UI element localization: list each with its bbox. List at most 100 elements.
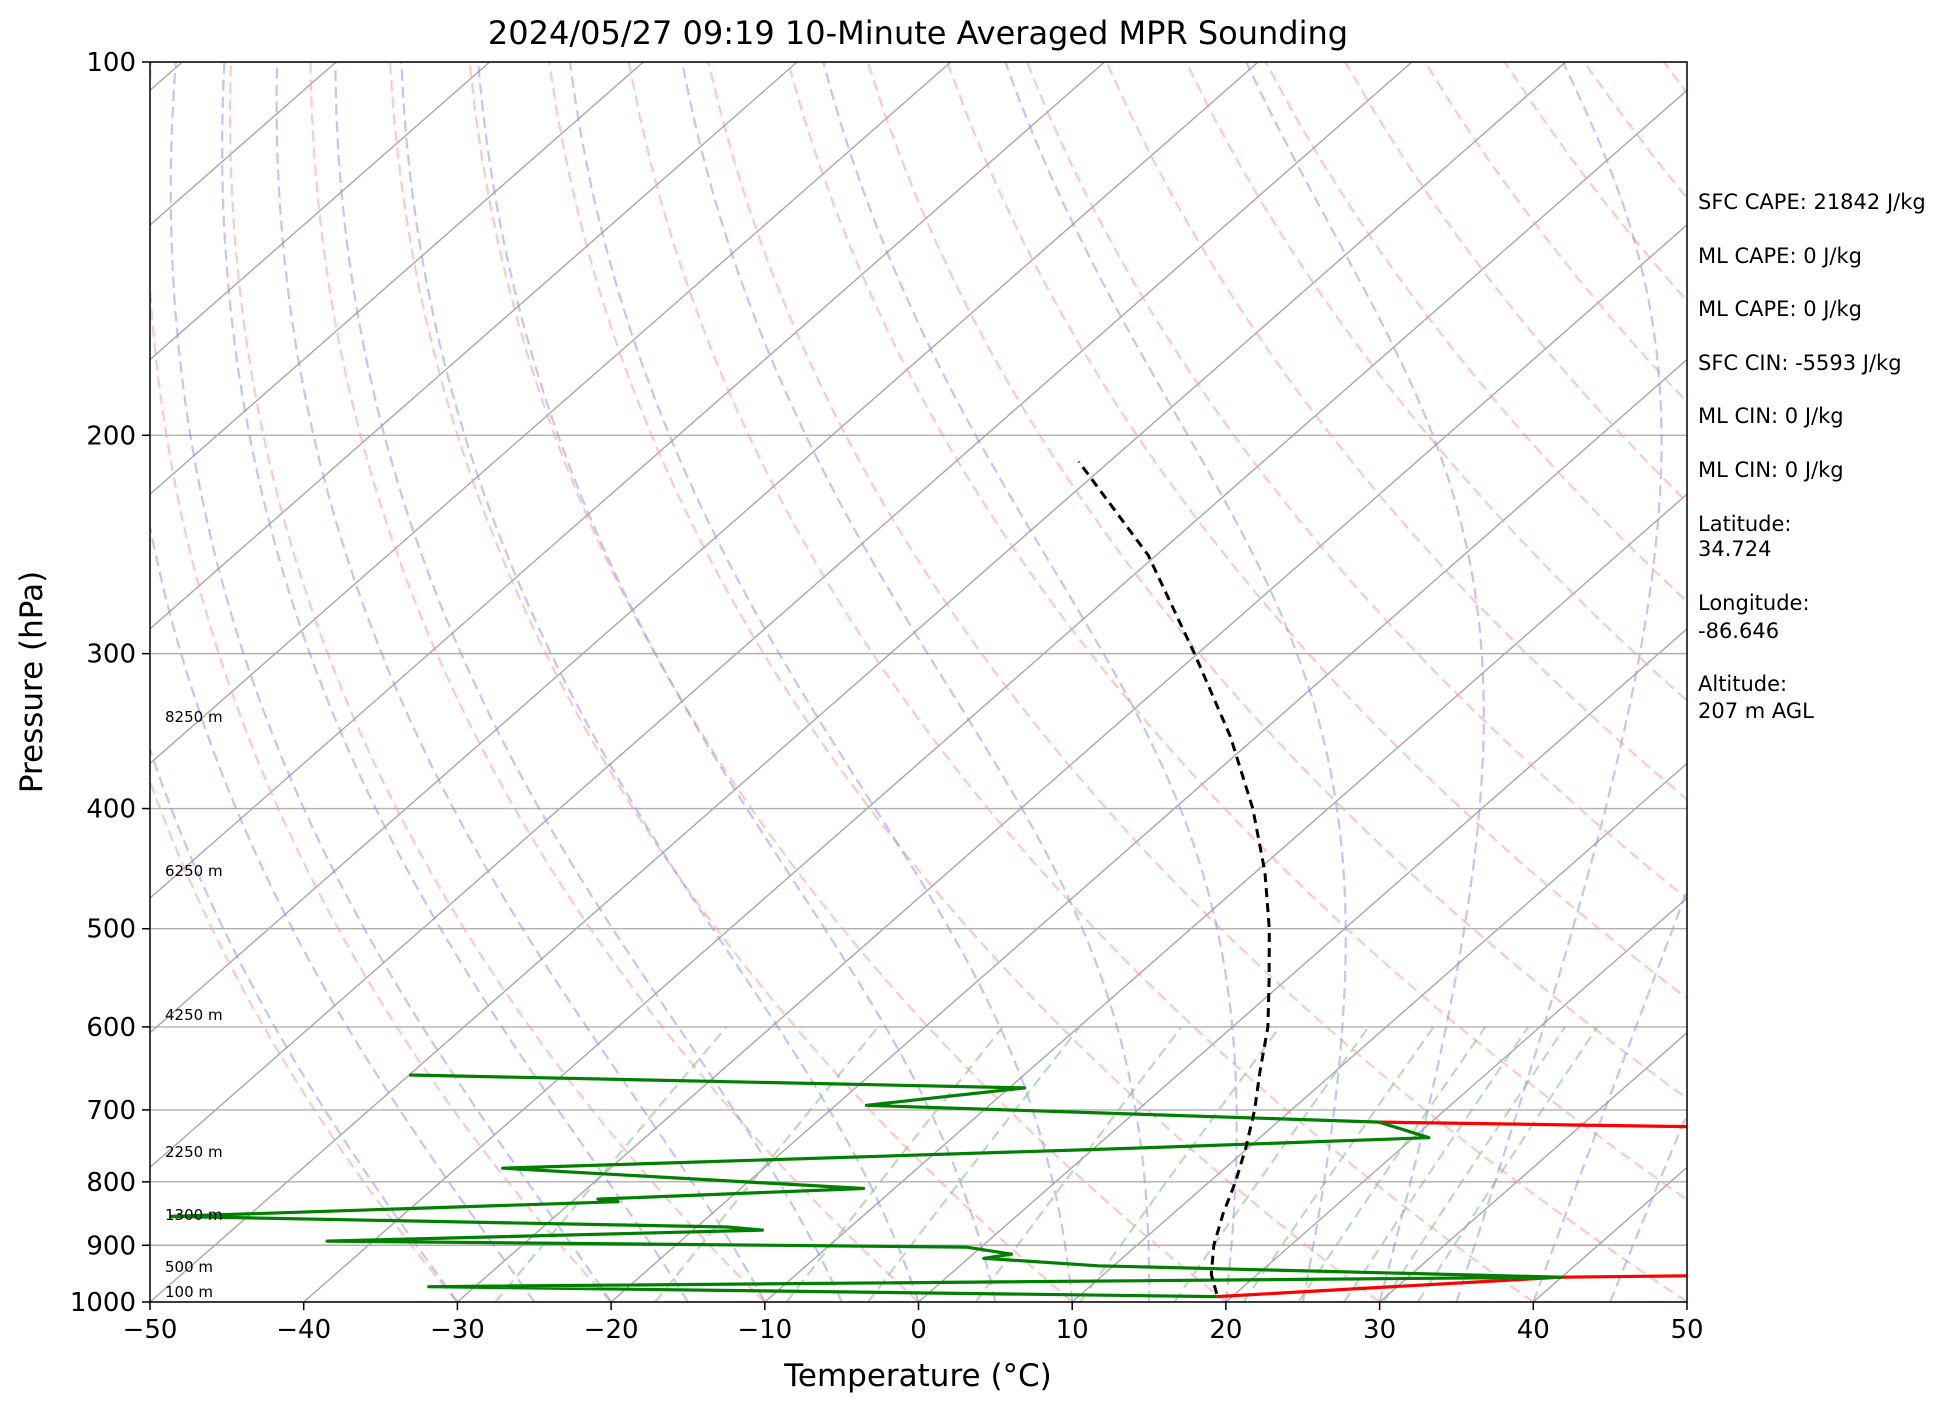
y-tick-label: 800: [86, 1168, 136, 1198]
x-tick-label: −40: [276, 1315, 331, 1345]
y-tick-label: 500: [86, 915, 136, 945]
isotherm-line: [150, 62, 1567, 1302]
info-line: SFC CAPE: 21842 J/kg: [1698, 190, 1926, 214]
moist-adiabat: [150, 521, 536, 1302]
y-axis-title: Pressure (hPa): [14, 571, 50, 793]
info-line: ML CAPE: 0 J/kg: [1698, 244, 1862, 268]
moist-adiabat: [169, 62, 613, 1302]
info-line: ML CAPE: 0 J/kg: [1698, 297, 1862, 321]
dry-adiabat: [309, 62, 920, 1302]
info-line: -86.646: [1698, 619, 1779, 643]
moist-adiabat: [1455, 62, 1663, 1302]
isotherm-line: [150, 62, 1259, 1034]
y-tick-label: 700: [86, 1096, 136, 1126]
x-tick-label: −20: [584, 1315, 639, 1345]
info-line: Altitude:: [1698, 672, 1787, 696]
mixing-ratio-line: [785, 1026, 1004, 1302]
moist-adiabat: [681, 62, 1151, 1302]
x-tick-label: 50: [1670, 1315, 1703, 1345]
isotherm-line: [764, 493, 1687, 1302]
grid-layer: [150, 62, 1687, 1302]
info-line: ML CIN: 0 J/kg: [1698, 404, 1844, 428]
isotherm-line: [1225, 897, 1687, 1302]
x-tick-label: 30: [1363, 1315, 1396, 1345]
x-tick-label: 20: [1209, 1315, 1242, 1345]
sounding-series-1: [1378, 1120, 1687, 1129]
info-line: Latitude:: [1698, 512, 1792, 536]
sounding-series-2: [169, 1073, 1564, 1299]
height-label: 4250 m: [165, 1006, 223, 1024]
height-label: 1300 m: [165, 1206, 223, 1224]
sounding-series-3: [1077, 460, 1271, 1295]
mixing-ratio-line: [1382, 1026, 1567, 1302]
isotherm-line: [150, 62, 952, 765]
dry-adiabat: [388, 62, 1073, 1302]
dry-adiabat: [1025, 62, 1687, 900]
info-line: 207 m AGL: [1698, 699, 1814, 723]
height-label: 2250 m: [165, 1143, 223, 1161]
isotherm-line: [1379, 1031, 1687, 1302]
isotherm-line: [1071, 762, 1687, 1302]
dry-adiabat: [707, 62, 1687, 1302]
moist-adiabat: [568, 62, 1074, 1302]
dry-adiabat: [946, 62, 1687, 1000]
height-label: 500 m: [165, 1258, 213, 1276]
x-tick-label: −50: [123, 1315, 178, 1345]
x-tick-label: 0: [910, 1315, 927, 1345]
dry-adiabat: [228, 62, 766, 1302]
height-label: 100 m: [165, 1283, 213, 1301]
moist-adiabat: [1532, 887, 1687, 1302]
series-layer: [169, 460, 1687, 1299]
isotherm-line: [150, 62, 491, 361]
mixing-ratio-line: [1416, 1026, 1599, 1302]
info-line: ML CIN: 0 J/kg: [1698, 458, 1844, 482]
chart-title: 2024/05/27 09:19 10-Minute Averaged MPR …: [488, 14, 1348, 52]
y-tick-label: 1000: [70, 1288, 136, 1318]
mixing-ratio-line: [1173, 1026, 1370, 1302]
isotherm-line: [303, 89, 1687, 1302]
isotherm-line: [150, 62, 1413, 1169]
isotherm-line: [610, 358, 1687, 1302]
mixing-ratio-line: [494, 1026, 728, 1302]
moist-adiabat: [400, 62, 920, 1302]
moist-adiabat: [477, 62, 997, 1302]
info-line: 34.724: [1698, 537, 1771, 561]
x-tick-label: −30: [430, 1315, 485, 1345]
dry-adiabat: [627, 62, 1534, 1302]
mixing-ratio-line: [1242, 1026, 1435, 1302]
x-tick-layer: −50 −40 −30 −20 −10 0 10 20 30 40 50: [123, 1302, 1704, 1345]
y-tick-label: 600: [86, 1013, 136, 1043]
isotherm-line: [150, 62, 798, 630]
mixing-ratio-line: [1297, 1026, 1487, 1302]
isotherm-line: [150, 62, 644, 496]
moist-adiabat: [1004, 62, 1347, 1302]
moist-adiabat: [822, 62, 1238, 1302]
moist-adiabat: [150, 746, 459, 1302]
height-label: 8250 m: [165, 708, 223, 726]
isotherm-line: [456, 223, 1687, 1302]
x-axis-title: Temperature (°C): [783, 1358, 1052, 1394]
moist-adiabat: [334, 62, 843, 1302]
y-tick-label: 900: [86, 1231, 136, 1261]
mixing-ratio-line: [867, 1026, 1081, 1302]
dry-adiabat: [150, 778, 459, 1302]
dry-adiabat: [548, 62, 1381, 1302]
x-tick-label: −10: [737, 1315, 792, 1345]
info-line: Longitude:: [1698, 591, 1810, 615]
dry-adiabat: [468, 62, 1227, 1302]
moist-adiabat: [1609, 1111, 1687, 1302]
height-label-layer: 8250 m 6250 m 4250 m 2250 m 1300 m 500 m 100 m: [165, 708, 223, 1301]
y-tick-label: 100: [86, 48, 136, 78]
y-tick-label: 400: [86, 795, 136, 825]
moist-adiabat: [221, 62, 689, 1302]
x-tick-label: 10: [1056, 1315, 1089, 1345]
isotherm-line: [150, 62, 1105, 900]
dry-adiabat: [1185, 62, 1687, 703]
x-tick-label: 40: [1517, 1315, 1550, 1345]
dry-adiabat: [866, 62, 1687, 1100]
y-tick-layer: 100 200 300 400 500 600 700 800 900 1000: [70, 48, 150, 1318]
moist-adiabat: [275, 62, 766, 1302]
